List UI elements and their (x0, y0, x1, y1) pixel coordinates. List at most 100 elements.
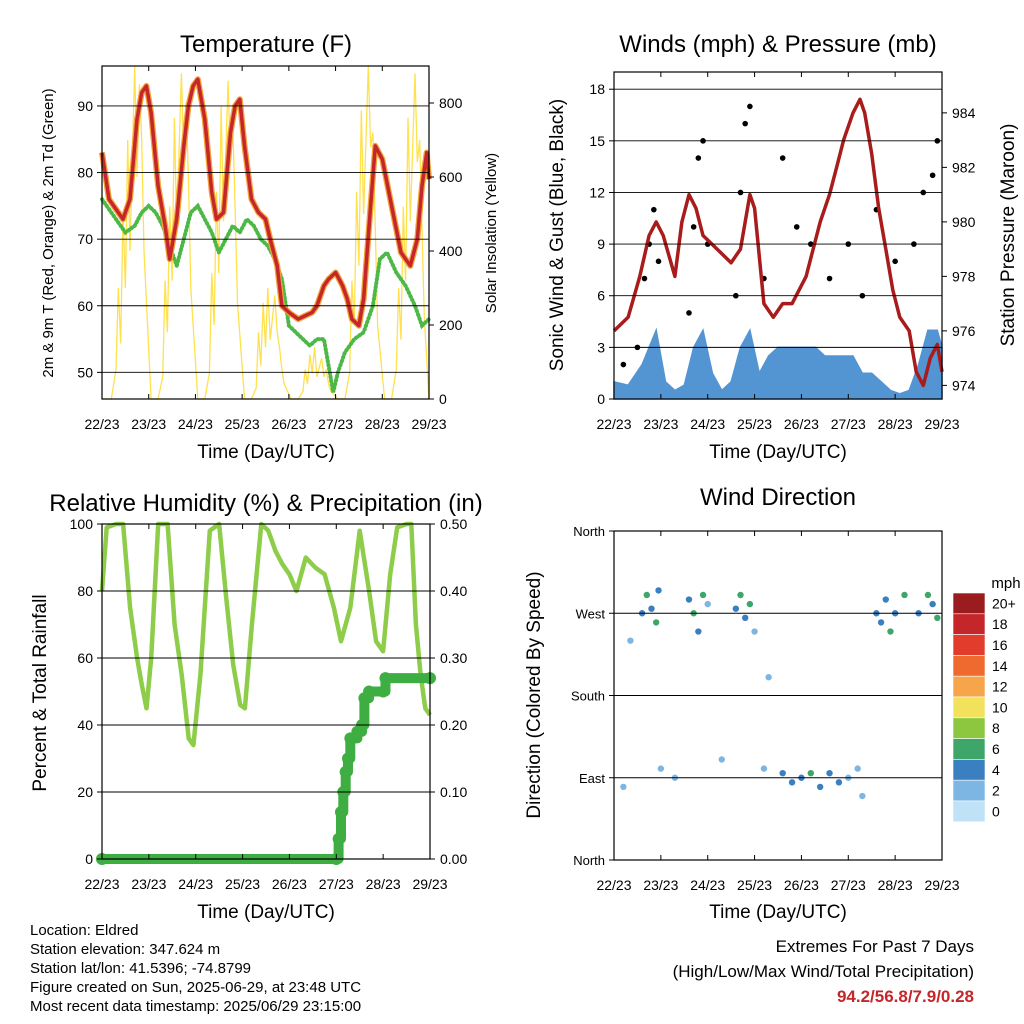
winds-ytick-right-label: 974 (952, 377, 976, 393)
direction-point (746, 600, 754, 608)
humidity-ytick-right-label: 0.30 (440, 650, 467, 666)
temperature-xtick-label: 28/23 (365, 416, 400, 432)
gust-point (892, 258, 898, 265)
direction-point (652, 619, 660, 626)
winds-xtick-label: 22/23 (596, 416, 631, 432)
direction-point (648, 605, 655, 612)
colorbar-swatch (952, 655, 986, 677)
colorbar-label: 2 (992, 783, 1000, 799)
humidity-ytick-label: 100 (70, 516, 94, 532)
direction-point (934, 614, 941, 622)
rainfall-point (339, 765, 352, 778)
dewpoint-line (100, 197, 431, 393)
colorbar-swatch (952, 696, 986, 719)
colorbar-label: 14 (992, 658, 1008, 674)
direction-point (826, 769, 833, 777)
temperature-ytick-label: 70 (77, 231, 93, 247)
direction-xtick-label: 26/23 (784, 877, 819, 893)
colorbar-swatch (952, 717, 986, 739)
colorbar-label: 16 (992, 637, 1008, 653)
winds-panel: Winds (mph) & Pressure (mb) Sonic Wind &… (547, 31, 1019, 463)
humidity-title: Relative Humidity (%) & Precipitation (i… (49, 490, 482, 517)
gust-point (747, 103, 753, 110)
temperature-ytick-right-label: 200 (439, 317, 463, 333)
temperature-frame (101, 65, 430, 400)
direction-point (704, 600, 711, 608)
colorbar-swatch (952, 634, 986, 656)
temperature-2m-line (100, 77, 431, 328)
direction-point (760, 765, 768, 772)
direction-xtick-label: 23/23 (643, 877, 678, 893)
direction-ytick-label: North (573, 853, 605, 868)
direction-point (877, 619, 885, 626)
direction-point (854, 765, 861, 772)
direction-point (620, 783, 627, 791)
direction-ytick-label: North (573, 524, 605, 539)
temperature-ytick-right-label: 600 (439, 169, 463, 185)
direction-point (699, 591, 707, 599)
direction-point (695, 628, 702, 635)
rainfall-point (332, 832, 345, 845)
winds-ytick-label: 3 (597, 339, 605, 355)
colorbar-swatch (952, 759, 986, 781)
humidity-xtick-label: 25/23 (225, 876, 260, 892)
temperature-xtick-label: 23/23 (131, 416, 166, 432)
extremes-value: 94.2/56.8/7.9/0.28 (836, 987, 974, 1006)
humidity-xtick-label: 23/23 (131, 876, 166, 892)
direction-point (807, 769, 814, 777)
direction-panel: Wind Direction Direction (Colored By Spe… (524, 484, 1021, 923)
direction-point (732, 605, 740, 612)
rainfall-point (377, 685, 390, 698)
colorbar-swatch (952, 613, 986, 635)
winds-ylabel-left: Sonic Wind & Gust (Blue, Black) (547, 99, 568, 371)
direction-ytick-label: West (576, 606, 606, 621)
direction-point (924, 591, 932, 599)
gust-point (686, 310, 692, 316)
colorbar-label: 12 (992, 679, 1008, 695)
gust-point (641, 275, 648, 282)
winds-ytick-label: 12 (589, 184, 605, 200)
direction-point (882, 596, 889, 603)
humidity-ytick-right-label: 0.10 (440, 784, 467, 800)
winds-xtick-label: 28/23 (878, 416, 913, 432)
gust-point (690, 224, 697, 230)
gust-point (929, 172, 936, 179)
winds-ytick-right-label: 978 (952, 268, 976, 284)
gust-point (651, 206, 657, 213)
temperature-xtick-label: 22/23 (84, 416, 119, 432)
direction-point (627, 637, 634, 644)
humidity-ytick-right-label: 0.40 (440, 583, 467, 599)
colorbar-label: 18 (992, 616, 1008, 632)
relative-humidity-line (99, 521, 432, 748)
winds-ytick-right-label: 982 (952, 159, 976, 175)
direction-point (887, 628, 894, 635)
direction-point (685, 596, 693, 603)
gust-point (742, 120, 748, 127)
rainfall-point (342, 752, 354, 765)
pressure-line (612, 97, 944, 388)
temperature-ytick-right-label: 0 (439, 391, 447, 407)
humidity-xtick-label: 27/23 (319, 876, 354, 892)
latlon-text: Station lat/lon: 41.5396; -74.8799 (30, 960, 252, 977)
rainfall-point (334, 806, 347, 819)
direction-point (737, 591, 744, 599)
winds-ytick-label: 15 (589, 133, 605, 149)
direction-xtick-label: 22/23 (596, 877, 631, 893)
humidity-ytick-label: 60 (77, 650, 93, 666)
timestamp-text: Most recent data timestamp: 2025/06/29 2… (30, 998, 362, 1015)
humidity-xtick-label: 24/23 (178, 876, 213, 892)
temperature-ytick-label: 50 (77, 364, 93, 380)
colorbar-swatch (952, 592, 986, 615)
humidity-xtick-label: 29/23 (412, 876, 447, 892)
direction-point (751, 628, 758, 635)
colorbar-label: 8 (992, 720, 1000, 736)
temperature-ytick-right-label: 400 (439, 243, 463, 259)
elevation-text: Station elevation: 347.624 m (30, 941, 221, 958)
humidity-xtick-label: 28/23 (366, 876, 401, 892)
temperature-ylabel-left: 2m & 9m T (Red, Orange) & 2m Td (Green) (40, 88, 57, 377)
colorbar-swatch (952, 675, 986, 698)
winds-xtick-label: 27/23 (831, 416, 866, 432)
temperature-xtick-label: 24/23 (178, 416, 213, 432)
rainfall-point (379, 672, 392, 685)
